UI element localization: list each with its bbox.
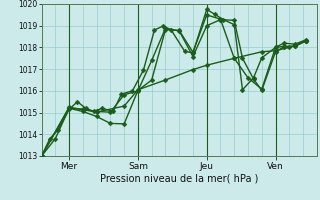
X-axis label: Pression niveau de la mer( hPa ): Pression niveau de la mer( hPa ) — [100, 173, 258, 183]
